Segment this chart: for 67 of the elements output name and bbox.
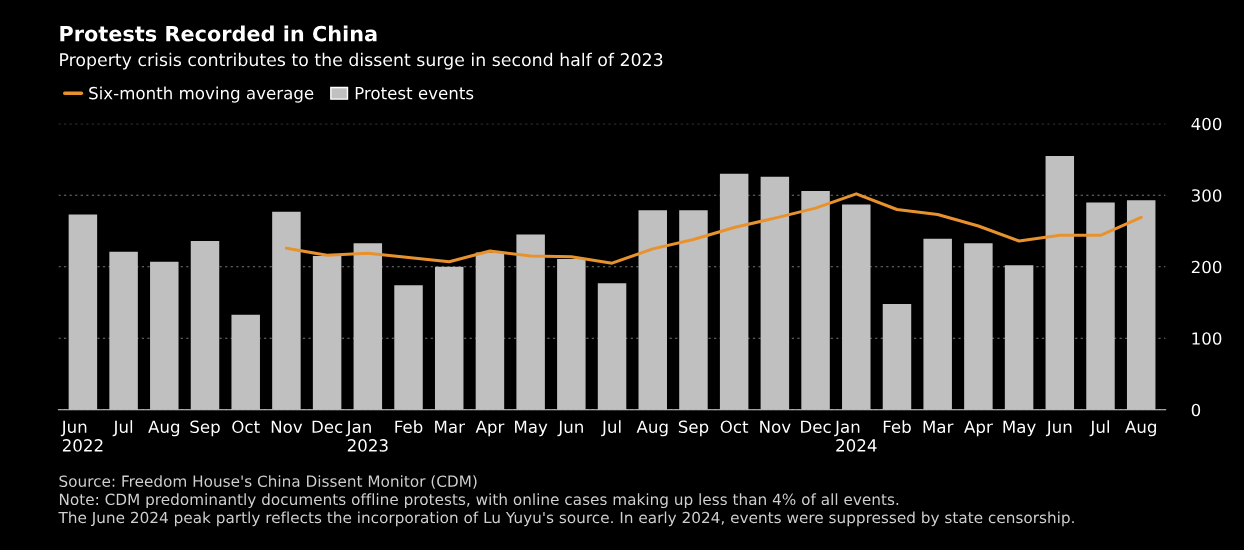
y-tick-label: 300: [1191, 189, 1222, 202]
x-tick-label: Sep: [190, 420, 220, 437]
x-tick-label: Feb: [395, 420, 423, 434]
x-tick-label: Aug: [1125, 420, 1156, 437]
x-tick-label: Apr: [475, 420, 505, 437]
bar: [394, 285, 423, 410]
chart-subtitle: Property crisis contributes to the dissent surge in second half of 2023: [60, 52, 663, 70]
source-note: Source: Freedom House's China Dissent Monitor (CDM): [59, 475, 477, 489]
bar: [109, 251, 138, 410]
x-tick-label: Dec: [312, 420, 343, 434]
x-tick-label: Jan 2024: [834, 420, 877, 452]
bar: [68, 214, 98, 410]
y-tick-label: 400: [1191, 117, 1222, 131]
x-tick-label: Feb: [883, 420, 911, 434]
bar: [719, 173, 749, 410]
x-tick-label: May: [1003, 420, 1036, 437]
x-tick-label: Nov: [271, 420, 303, 434]
bar: [557, 258, 586, 410]
bar: [190, 241, 220, 410]
bar: [1086, 202, 1115, 410]
x-tick-label: Jun: [557, 420, 583, 437]
x-tick-label: Aug: [148, 420, 180, 437]
bar: [882, 303, 912, 410]
bar: [638, 210, 667, 410]
bar: [231, 314, 260, 410]
bar: [516, 234, 545, 410]
bar: [679, 210, 708, 410]
y-tick-label: 200: [1191, 260, 1222, 274]
x-tick-label: Dec: [801, 420, 831, 434]
x-tick-label: Oct: [720, 420, 749, 434]
x-tick-label: Oct: [232, 420, 260, 434]
legend-label: Protest events: [355, 87, 474, 100]
bar: [353, 243, 383, 410]
bar: [842, 204, 871, 410]
bar: [964, 243, 993, 410]
line-series: [284, 192, 1143, 265]
x-tick-label: Jul: [601, 420, 621, 437]
bar: [1004, 265, 1034, 410]
bar: [434, 266, 464, 410]
x-tick-label: Sep: [678, 420, 709, 437]
y-tick-label: 0: [1191, 403, 1201, 417]
x-tick-label: Nov: [760, 420, 791, 434]
x-tick-label: May: [515, 420, 548, 437]
bar: [150, 261, 179, 410]
bar: [1126, 200, 1156, 410]
text: Note: CDM predominantly documents offline protests, with online cases making up less than 4% of all events.: [59, 493, 899, 509]
bar: [760, 176, 790, 410]
x-tick-label: Mar: [923, 420, 954, 434]
x-tick-label: Jan 2023: [345, 420, 388, 452]
x-tick-label: Jun: [1045, 420, 1072, 437]
y-tick-label: 100: [1192, 332, 1222, 345]
x-tick-label: Jun 2022: [60, 420, 103, 452]
x-tick-label: Mar: [435, 420, 465, 434]
bar: [1045, 155, 1075, 410]
x-tick-label: Apr: [964, 420, 993, 437]
legend-label: Six-month moving average: [89, 86, 314, 103]
bar: [801, 190, 830, 410]
bar: [312, 256, 342, 410]
bar: [597, 283, 627, 410]
x-tick-label: Aug: [636, 420, 668, 437]
chart-title: Protests Recorded in China: [60, 25, 377, 42]
text: The June 2024 peak partly reflects the incorporation of Lu Yuyu's source. In early 2024, events were suppressed by state censorship.: [58, 511, 1074, 527]
bar: [923, 238, 952, 410]
bar: [272, 211, 301, 410]
x-tick-label: Jul: [112, 420, 133, 437]
x-tick-label: Jul: [1089, 420, 1109, 437]
bar: [475, 252, 505, 410]
